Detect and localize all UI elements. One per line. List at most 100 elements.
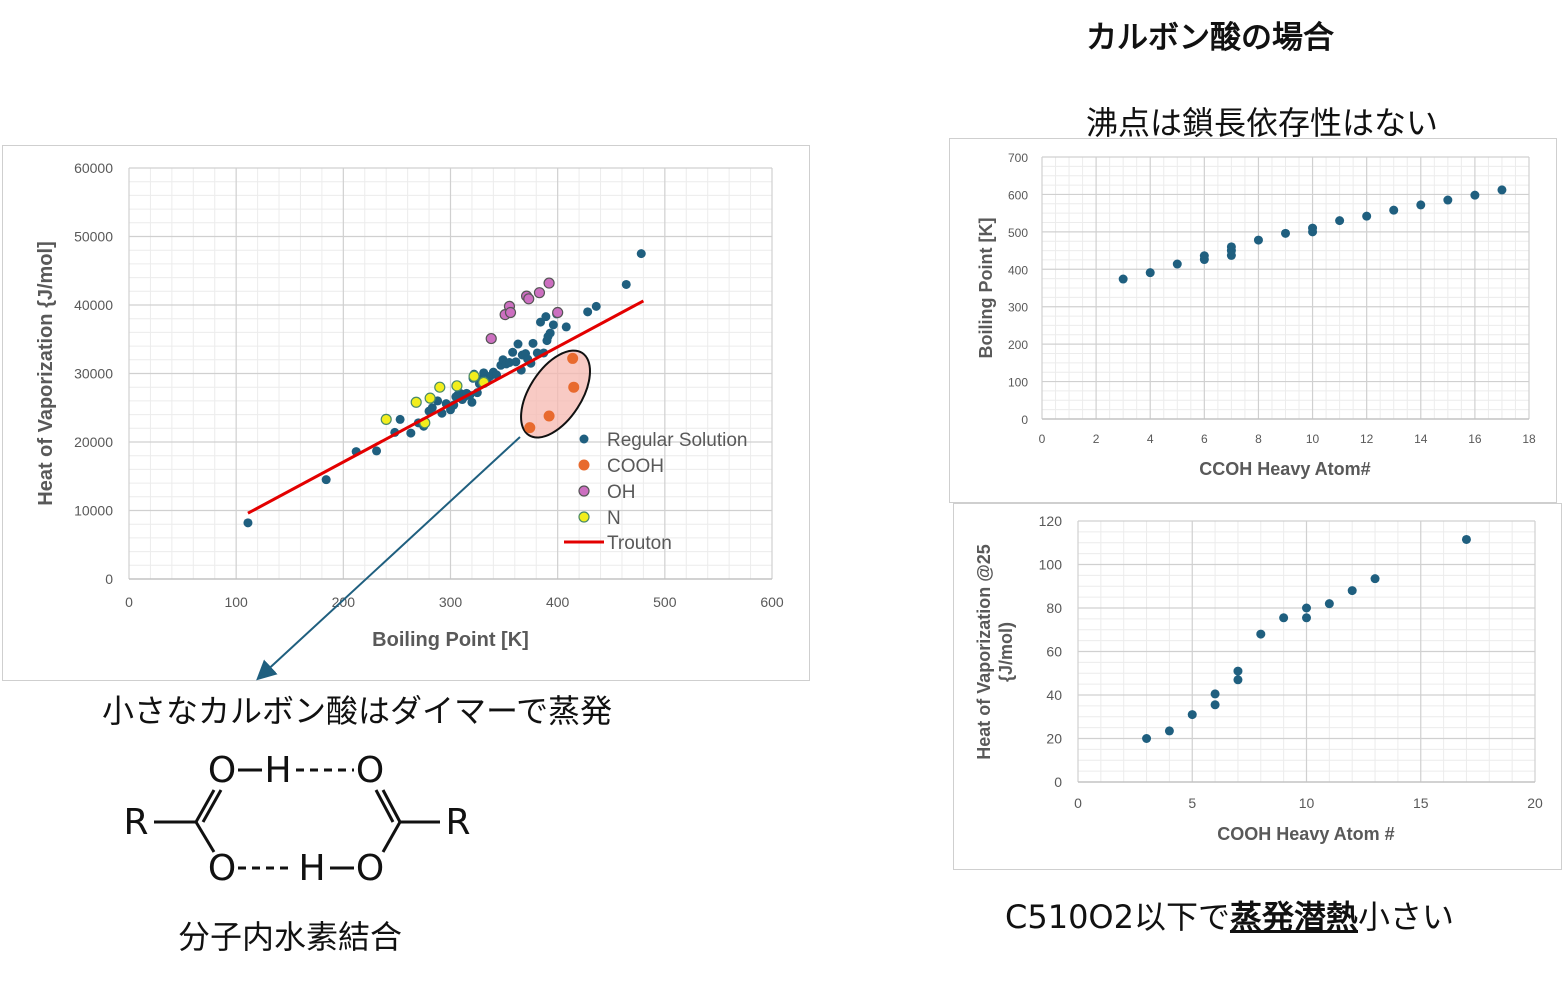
data-point	[1461, 534, 1471, 544]
atom-label: H	[264, 750, 291, 791]
data-point	[1497, 185, 1507, 195]
data-point	[1370, 574, 1380, 584]
x-tick-label: 0	[1074, 795, 1082, 811]
y-tick-label: 40000	[74, 297, 113, 313]
y-axis-title: Boiling Point [K]	[976, 218, 996, 359]
x-tick-label: 14	[1414, 432, 1428, 446]
atom-label: O	[356, 848, 384, 889]
y-tick-label: 0	[1054, 774, 1062, 790]
data-point	[1302, 613, 1311, 623]
bottom-caption: C510O2以下で蒸発潜熱小さい	[1005, 892, 1454, 938]
x-tick-label: 5	[1188, 795, 1196, 811]
data-point	[1187, 710, 1197, 720]
data-point	[1389, 205, 1399, 215]
x-tick-label: 500	[653, 594, 677, 610]
bottom-caption-prefix: C510O2以下で	[1005, 898, 1230, 936]
data-point	[636, 249, 646, 259]
y-axis-title-line: Heat of Vaporization @25	[974, 544, 994, 760]
y-tick-label: 600	[1008, 188, 1028, 202]
covalent-bond	[381, 821, 402, 853]
data-point	[1210, 689, 1220, 699]
data-point	[533, 287, 546, 299]
heat-vaporization-chart: 0 5 10 15 20 0 20 40 60 80 100 120 COOH Heavy Atom #…	[974, 513, 1543, 844]
atom-label: H	[298, 848, 325, 889]
data-point	[1362, 211, 1372, 221]
data-point	[1324, 599, 1334, 609]
data-point	[1210, 700, 1220, 710]
data-point	[591, 301, 601, 311]
data-point	[1470, 190, 1480, 200]
y-tick-label: 20000	[74, 434, 113, 450]
covalent-bond	[194, 821, 216, 853]
data-point	[568, 381, 580, 393]
data-point	[524, 422, 536, 434]
y-tick-label: 300	[1008, 301, 1028, 315]
chart-frame-bp	[949, 138, 1557, 503]
dimer-caption: 小さなカルボン酸はダイマーで蒸発	[102, 692, 613, 730]
y-tick-label: 80	[1046, 600, 1062, 616]
x-tick-label: 16	[1468, 432, 1482, 446]
trouton-line	[247, 299, 645, 515]
bottom-caption-suffix: 小さい	[1358, 898, 1455, 936]
hbond-caption: 分子内水素結合	[178, 918, 403, 956]
x-tick-label: 12	[1360, 432, 1374, 446]
data-point	[1308, 223, 1318, 233]
y-tick-label: 700	[1008, 151, 1028, 165]
bottom-caption-emphasis: 蒸発潜熱	[1229, 898, 1358, 936]
y-tick-label: 200	[1008, 338, 1028, 352]
data-point	[545, 328, 555, 338]
covalent-bond	[201, 789, 223, 823]
x-tick-label: 100	[224, 594, 248, 610]
data-point	[434, 381, 446, 393]
legend-marker	[578, 511, 590, 523]
y-axis-title-line: {J/mol)	[996, 622, 1016, 682]
boiling-point-chart: 0 2 4 6 8 10 12 14 16 18 0 100 200 300 400 500 600 700 CCO…	[976, 151, 1536, 479]
data-point	[1145, 268, 1155, 278]
y-tick-label: 100	[1008, 376, 1028, 390]
data-point	[427, 403, 437, 413]
y-tick-label: 10000	[74, 503, 113, 519]
data-point	[541, 312, 551, 322]
y-tick-label: 0	[1021, 413, 1028, 427]
data-point	[1279, 613, 1289, 623]
y-tick-label: 50000	[74, 229, 113, 245]
data-point	[523, 293, 535, 305]
y-axis-title: Heat of Vaporization @25 {J/mol)	[974, 544, 1016, 760]
x-axis-title: Boiling Point [K]	[372, 629, 529, 651]
data-point	[1233, 675, 1243, 685]
data-point	[561, 322, 571, 332]
legend-marker	[578, 459, 590, 471]
atom-label: O	[356, 750, 384, 791]
data-point	[243, 518, 253, 528]
y-tick-label: 400	[1008, 263, 1028, 277]
data-point	[485, 332, 497, 345]
x-tick-label: 600	[760, 594, 784, 610]
atom-label: R	[445, 802, 470, 843]
data-point	[511, 357, 521, 367]
x-tick-label: 0	[125, 594, 133, 610]
data-point	[1226, 242, 1236, 252]
data-point	[321, 475, 331, 485]
y-tick-label: 0	[105, 571, 113, 587]
x-tick-label: 6	[1201, 432, 1208, 446]
y-tick-label: 100	[1039, 557, 1063, 573]
x-tick-label: 0	[1039, 432, 1046, 446]
data-point	[543, 410, 555, 422]
data-point	[1443, 195, 1453, 205]
page-subtitle: 沸点は鎖長依存性はない	[1086, 104, 1439, 142]
data-point	[1302, 603, 1311, 613]
y-tick-label: 20	[1046, 731, 1062, 747]
data-point	[504, 306, 517, 319]
data-point	[508, 347, 518, 357]
data-point	[451, 380, 463, 392]
legend-label: Regular Solution	[607, 430, 747, 451]
data-point	[1253, 235, 1263, 245]
data-point	[513, 339, 523, 349]
data-point	[1347, 586, 1357, 596]
covalent-bond	[374, 789, 395, 823]
y-tick-label: 30000	[74, 366, 113, 382]
y-tick-label: 40	[1046, 687, 1062, 703]
data-point	[528, 338, 538, 348]
carboxylic-dimer-structure: RO H OO H OR	[123, 750, 470, 889]
